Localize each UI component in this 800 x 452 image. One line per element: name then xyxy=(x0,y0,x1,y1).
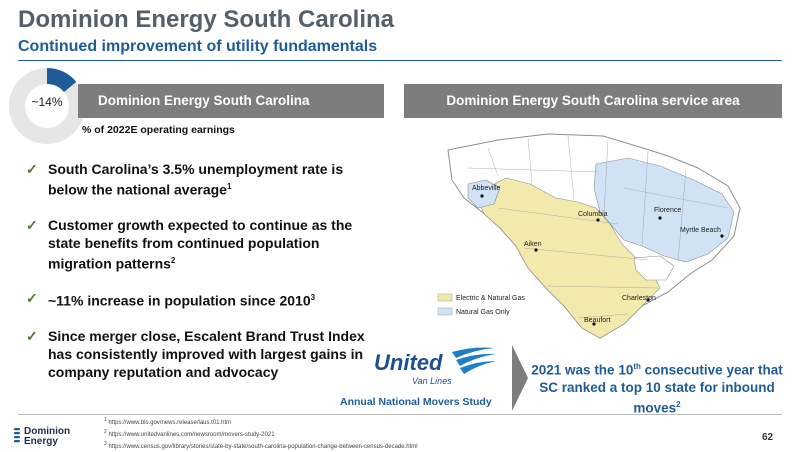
county-lines xyxy=(467,135,729,319)
title-divider xyxy=(18,60,782,61)
footnote-link[interactable]: https://www.unitedvanlines.com/newsroom/… xyxy=(108,432,275,438)
page-subtitle: Continued improvement of utility fundame… xyxy=(18,38,378,55)
city-dot xyxy=(646,298,650,302)
callout-text-part2: consecutive year that SC ranked a top 10… xyxy=(539,362,783,416)
footnote-divider xyxy=(18,414,782,415)
bullet-footnote-ref: 2 xyxy=(170,255,176,265)
legend-label-natural-gas: Natural Gas Only xyxy=(456,309,510,316)
united-van-lines-logo: United Van Lines xyxy=(374,347,496,386)
bullet-text: Since merger close, Escalent Brand Trust… xyxy=(48,327,365,380)
city-dot xyxy=(480,194,484,198)
city-label-myrtle-beach: Myrtle Beach xyxy=(680,227,721,234)
donut-percent-label: ~14% xyxy=(31,95,63,109)
city-label-charleston: Charleston xyxy=(622,295,656,302)
logo-line1: Dominion xyxy=(24,426,70,437)
city-dot xyxy=(596,218,600,222)
footnote-item: 3 https://www.census.gov/library/stories… xyxy=(104,441,418,450)
flag-stripe-icon xyxy=(456,353,496,366)
flag-stripe-icon xyxy=(460,361,496,374)
left-panel-header xyxy=(78,84,384,118)
legend-swatch-electric-gas xyxy=(437,293,453,302)
donut-segment xyxy=(9,68,85,144)
bullet-item: ✓ ~11% increase in population since 2010… xyxy=(26,289,376,310)
logo-mark-icon xyxy=(14,428,20,443)
city-dot xyxy=(720,234,724,238)
city-label-florence: Florence xyxy=(654,207,681,214)
bullet-list: ✓ South Carolina’s 3.5% unemployment rat… xyxy=(26,160,376,381)
city-label-aiken: Aiken xyxy=(524,241,542,248)
city-dot xyxy=(592,322,596,326)
city-label-beaufort: Beaufort xyxy=(584,317,611,324)
checkmark-icon: ✓ xyxy=(26,161,38,177)
city-label-columbia: Columbia xyxy=(578,211,608,218)
legend-swatch-natural-gas xyxy=(437,307,453,316)
logo-line2: Energy xyxy=(24,436,58,447)
movers-study-caption: Annual National Movers Study xyxy=(340,396,492,408)
callout-sup1: th xyxy=(633,362,641,371)
city-markers: Abbeville Columbia Florence Myrtle Beach… xyxy=(472,185,724,326)
bullet-text: South Carolina’s 3.5% unemployment rate … xyxy=(48,161,344,198)
right-panel-heading: Dominion Energy South Carolina service a… xyxy=(446,93,740,108)
right-panel-header xyxy=(404,84,782,118)
united-logo-line2: Van Lines xyxy=(412,376,452,386)
checkmark-icon: ✓ xyxy=(26,327,38,344)
united-logo-line1: United xyxy=(374,350,443,375)
footnote-link[interactable]: https://www.census.gov/library/stories/s… xyxy=(108,444,418,450)
electric-gas-region xyxy=(475,177,661,339)
callout-text-part1: 2021 was the 10 xyxy=(531,362,634,378)
bullet-text: Customer growth expected to continue as … xyxy=(48,216,353,272)
legend-label-electric-gas: Electric & Natural Gas xyxy=(456,295,525,302)
bullet-item: ✓ Since merger close, Escalent Brand Tru… xyxy=(26,327,376,381)
dominion-energy-logo: Dominion Energy xyxy=(14,426,70,447)
checkmark-icon: ✓ xyxy=(26,216,38,233)
inbound-moves-callout: 2021 was the 10th consecutive year that … xyxy=(522,358,792,416)
city-dot xyxy=(658,216,662,220)
natural-gas-region xyxy=(467,179,501,209)
footnote-item: 2 https://www.unitedvanlines.com/newsroo… xyxy=(104,429,275,438)
footnotes: 1 https://www.bls.gov/news.release/laus.… xyxy=(104,416,418,452)
page-title: Dominion Energy South Carolina xyxy=(18,6,395,33)
checkmark-icon: ✓ xyxy=(26,290,38,307)
service-area-map: Electric & Natural Gas Natural Gas Only … xyxy=(437,133,741,339)
bullet-footnote-ref: 3 xyxy=(310,293,316,303)
callout-sup2: 2 xyxy=(676,399,681,409)
footnote-link[interactable]: https://www.bls.gov/news.release/laus.t0… xyxy=(108,420,232,426)
footnote-item: 1 https://www.bls.gov/news.release/laus.… xyxy=(104,417,232,426)
bullet-item: ✓ Customer growth expected to continue a… xyxy=(26,216,376,273)
left-panel-heading: Dominion Energy South Carolina xyxy=(98,93,310,108)
bullet-footnote-ref: 1 xyxy=(226,182,232,191)
page-number: 62 xyxy=(762,432,774,443)
bullet-item: ✓ South Carolina’s 3.5% unemployment rat… xyxy=(26,160,376,199)
excluded-area xyxy=(633,255,675,281)
bullet-text: ~11% increase in population since 2010 xyxy=(48,292,311,309)
chevron-arrow-icon xyxy=(512,345,528,411)
flag-stripe-icon xyxy=(452,347,494,358)
natural-gas-region xyxy=(593,157,735,263)
city-label-abbeville: Abbeville xyxy=(472,185,501,192)
city-dot xyxy=(534,248,538,252)
earnings-donut-chart xyxy=(9,68,85,144)
earnings-caption: % of 2022E operating earnings xyxy=(82,124,235,136)
